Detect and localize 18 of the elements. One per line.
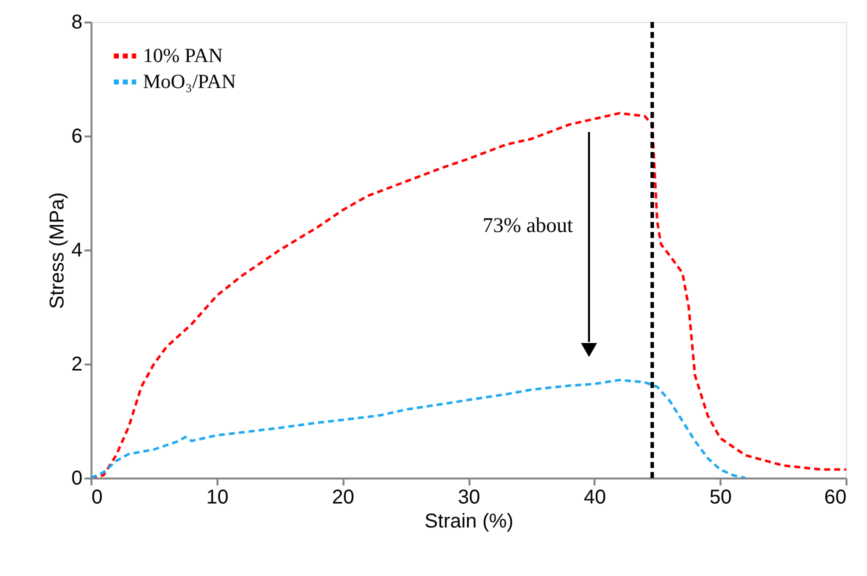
y-tick-label: 8 xyxy=(71,12,82,34)
x-axis-title: Strain (%) xyxy=(424,510,514,532)
y-axis-title: Stress (MPa) xyxy=(46,192,68,309)
annotation: 73% about xyxy=(482,213,574,237)
x-tick-label: 40 xyxy=(584,486,606,508)
y-tick-label: 0 xyxy=(71,468,82,490)
x-tick-label: 30 xyxy=(458,486,480,508)
legend-label: 10% PAN xyxy=(143,45,223,67)
x-tick-label: 60 xyxy=(824,486,846,508)
x-tick-label: 50 xyxy=(710,486,732,508)
y-tick-label: 6 xyxy=(71,126,82,148)
x-tick-label: 20 xyxy=(332,486,354,508)
y-tick-label: 4 xyxy=(71,240,82,262)
line-series xyxy=(91,378,747,478)
x-tick-label: 10 xyxy=(206,486,228,508)
y-tick-label: 2 xyxy=(71,354,82,376)
x-tick-label: 0 xyxy=(92,486,103,508)
legend-label: MoO₃/PAN xyxy=(143,71,236,93)
